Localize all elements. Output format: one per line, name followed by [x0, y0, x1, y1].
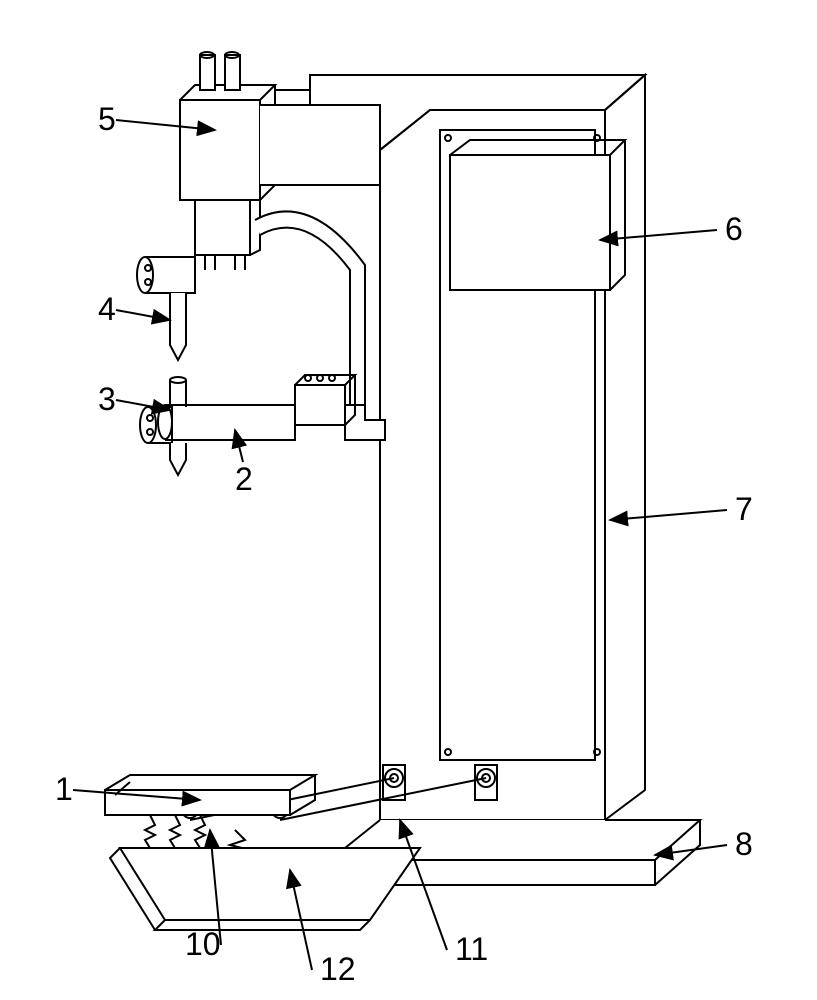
label-text-11: 11: [455, 931, 488, 967]
machine-body: [105, 52, 700, 930]
label-text-1: 1: [55, 771, 73, 807]
label-text-6: 6: [725, 211, 743, 247]
label-text-5: 5: [98, 101, 116, 137]
label-text-2: 2: [235, 461, 253, 497]
label-arrow-3: [116, 400, 170, 410]
label-text-4: 4: [98, 291, 116, 327]
label-4: 4: [98, 291, 170, 327]
label-text-7: 7: [735, 491, 753, 527]
lower-arm: [140, 375, 355, 443]
label-text-12: 12: [320, 951, 356, 987]
label-7: 7: [610, 491, 753, 527]
label-arrow-7: [610, 510, 727, 520]
label-arrow-4: [116, 310, 170, 320]
side-panel: [440, 130, 625, 760]
label-text-3: 3: [98, 381, 116, 417]
technical-diagram: 12345678101112: [0, 0, 817, 1000]
label-arrow-6: [600, 230, 717, 240]
label-text-8: 8: [735, 826, 753, 862]
label-6: 6: [600, 211, 743, 247]
label-text-10: 10: [185, 926, 221, 962]
upper-electrode-assembly: [137, 200, 260, 360]
